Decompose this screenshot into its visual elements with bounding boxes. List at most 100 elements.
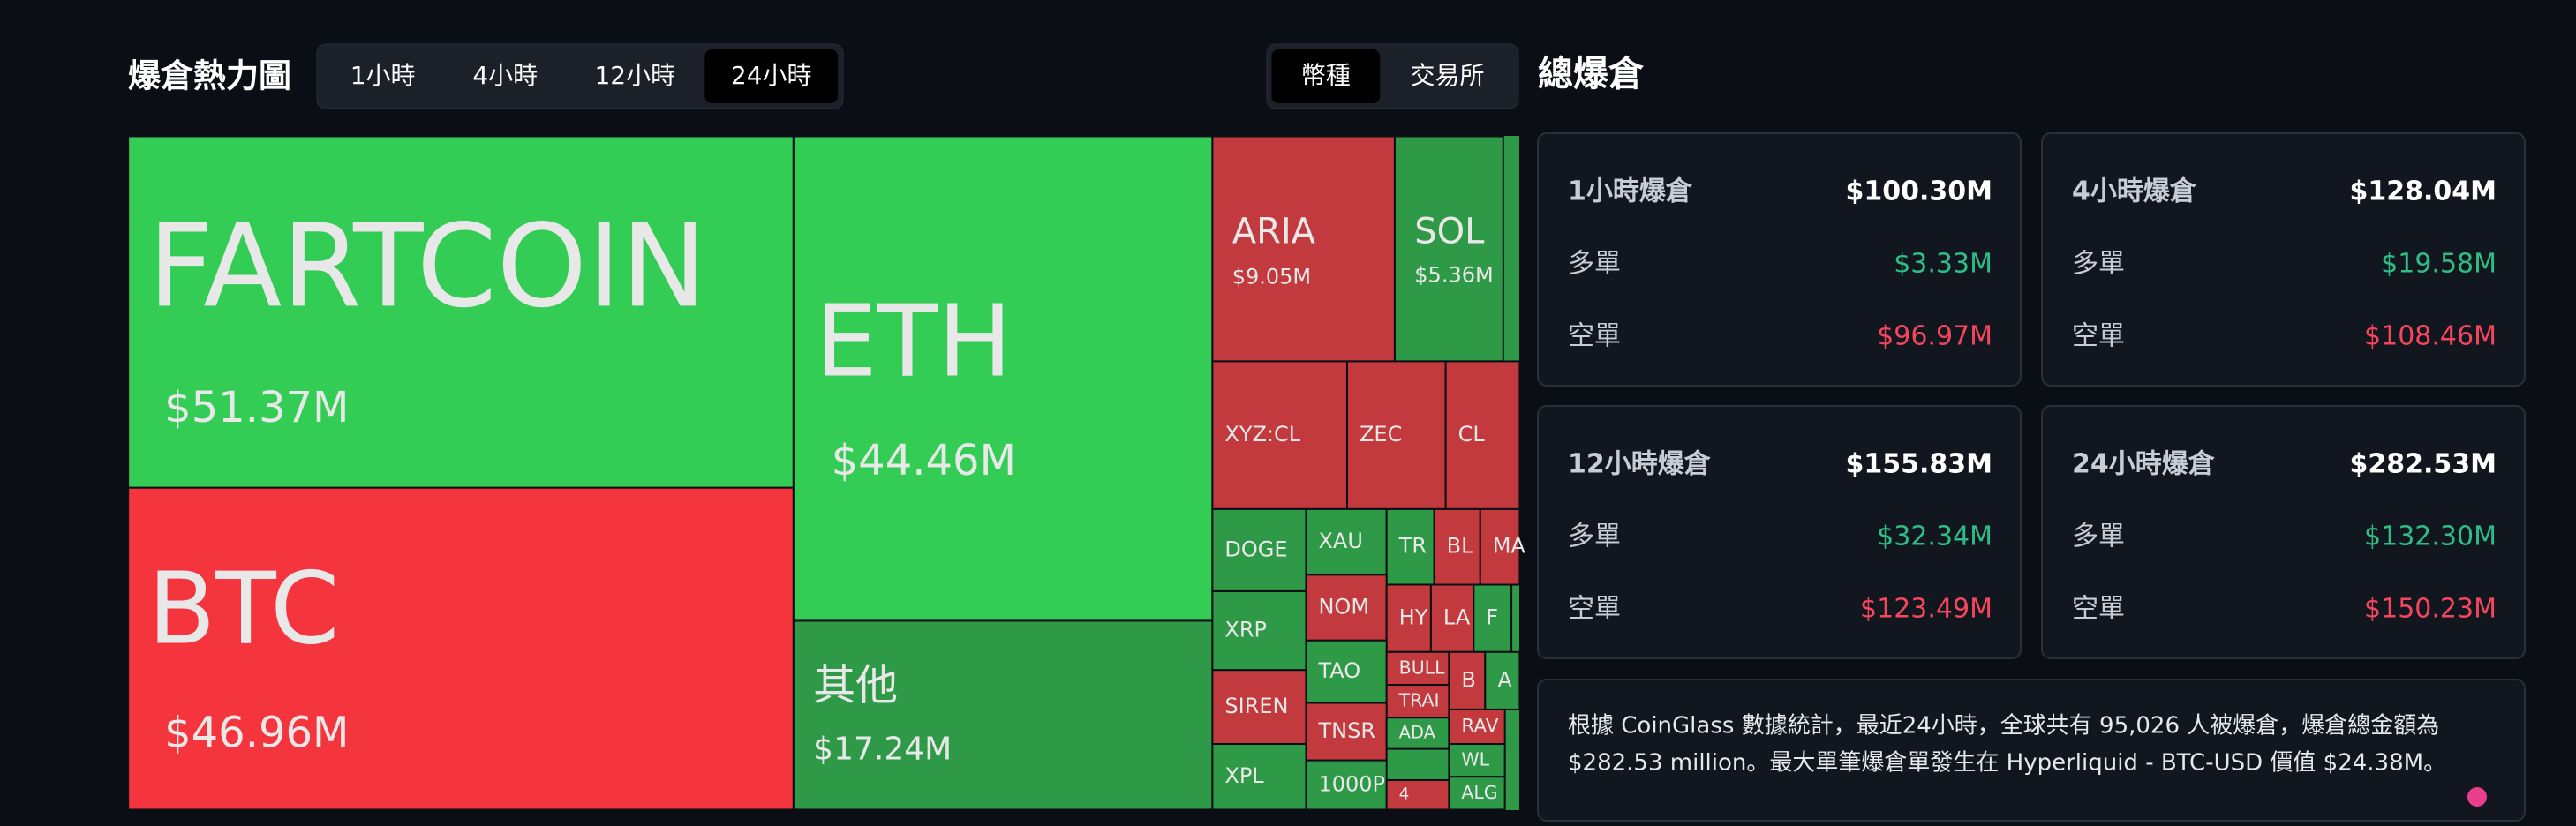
card-label: 24小時爆倉: [2072, 449, 2216, 480]
treemap-tile[interactable]: [1385, 583, 1432, 653]
tile-label: BL: [1447, 534, 1473, 559]
tile-label: FARTCOIN: [147, 199, 706, 333]
card-value: $155.83M: [1846, 449, 1993, 480]
summary-card: [1537, 132, 2022, 387]
summary-card: [1537, 405, 2022, 659]
treemap-tile[interactable]: [1385, 717, 1450, 750]
treemap-tile[interactable]: [1211, 135, 1396, 363]
tile-label: DOGE: [1224, 537, 1287, 561]
tile-label: A: [1497, 667, 1512, 692]
card-label: 多單: [1568, 522, 1621, 552]
tile-label: BTC: [147, 552, 339, 667]
tile-value: $46.96M: [164, 709, 349, 758]
tile-label: 1000P: [1318, 772, 1385, 797]
tile-label: CL: [1458, 422, 1486, 447]
tile-label: ETH: [815, 284, 1012, 399]
note-line: 根據 CoinGlass 數據統計，最近24小時，全球共有 95,026 人被爆…: [1568, 713, 2439, 740]
tile-label: 4: [1399, 785, 1410, 804]
card-label: 多單: [2072, 522, 2125, 552]
tab[interactable]: 4小時: [472, 61, 538, 90]
tile-label: 其他: [813, 661, 898, 710]
tile-label: XRP: [1224, 618, 1267, 642]
tile-value: $9.05M: [1232, 265, 1311, 289]
tile-label: TR: [1398, 534, 1427, 559]
card-value: $19.58M: [2381, 249, 2497, 280]
tile-value: $17.24M: [813, 731, 952, 767]
tile-value: $5.36M: [1414, 263, 1493, 288]
tile-label: WL: [1461, 749, 1489, 770]
tile-label: ZEC: [1360, 422, 1402, 447]
tile-label: F: [1486, 605, 1498, 630]
tile-label: BULL: [1399, 657, 1445, 678]
tile-label: ADA: [1399, 722, 1436, 742]
tile-label: LA: [1443, 605, 1471, 630]
treemap-tile[interactable]: [1385, 778, 1450, 811]
toggle[interactable]: 交易所: [1411, 61, 1485, 90]
tile-label: SOL: [1414, 211, 1485, 252]
treemap-tile[interactable]: [792, 620, 1214, 811]
tile-label: XPL: [1224, 763, 1264, 788]
card-label: 4小時爆倉: [2072, 176, 2197, 207]
tab[interactable]: 24小時: [731, 61, 812, 90]
tile-label: ARIA: [1232, 211, 1316, 252]
card-value: $3.33M: [1894, 249, 1992, 280]
treemap-tile[interactable]: [1448, 708, 1506, 746]
card-label: 空單: [2072, 594, 2125, 625]
tile-value: $44.46M: [832, 436, 1016, 485]
card-label: 空單: [1568, 321, 1621, 352]
note-card: [1537, 679, 2526, 822]
treemap-tile[interactable]: [1211, 507, 1307, 592]
treemap-tile[interactable]: [1444, 360, 1521, 510]
tile-label: MA: [1493, 534, 1526, 559]
card-label: 空單: [1568, 594, 1621, 625]
tile-label: B: [1461, 667, 1475, 692]
card-value: $132.30M: [2364, 522, 2497, 552]
treemap-tile[interactable]: [1305, 759, 1388, 811]
support-dot[interactable]: [2467, 787, 2487, 807]
toggle[interactable]: 幣種: [1301, 61, 1351, 90]
tile-label: SIREN: [1224, 694, 1288, 718]
card-value: $123.49M: [1860, 594, 1992, 625]
card-label: 1小時爆倉: [1568, 176, 1693, 207]
treemap-tile[interactable]: [1305, 507, 1388, 576]
treemap-tile[interactable]: [792, 135, 1214, 622]
summary-card: [2041, 405, 2526, 659]
card-value: $96.97M: [1877, 321, 1992, 352]
card-value: $150.23M: [2364, 594, 2497, 625]
card-label: 12小時爆倉: [1568, 449, 1712, 480]
card-value: $100.30M: [1846, 176, 1993, 207]
treemap-tile[interactable]: [127, 486, 795, 811]
treemap-tile[interactable]: [1345, 360, 1447, 510]
tile-label: TNSR: [1317, 718, 1375, 743]
treemap-tile[interactable]: [1448, 776, 1506, 811]
tile-label: HY: [1399, 605, 1428, 630]
tab[interactable]: 12小時: [594, 61, 675, 90]
tile-label: NOM: [1318, 595, 1369, 620]
heatmap-title: 爆倉熱力圖: [128, 57, 291, 95]
card-value: $282.53M: [2350, 449, 2497, 480]
tile-label: TAO: [1317, 658, 1360, 683]
card-value: $108.46M: [2364, 321, 2497, 352]
card-label: 多單: [1568, 249, 1621, 280]
card-value: $32.34M: [1877, 522, 1992, 552]
tile-label: ALG: [1461, 782, 1497, 803]
tile-value: $51.37M: [164, 383, 349, 432]
tile-label: XYZ:CL: [1224, 422, 1300, 447]
tile-label: TRAI: [1398, 690, 1440, 711]
tab[interactable]: 1小時: [350, 61, 416, 90]
summary-title: 總爆倉: [1538, 54, 1644, 94]
treemap-tile[interactable]: [127, 135, 795, 489]
tab-active-bg: [704, 49, 839, 103]
tile-label: XAU: [1318, 529, 1362, 553]
card-label: 空單: [2072, 321, 2125, 352]
treemap-tile[interactable]: [1429, 583, 1475, 653]
note-line: $282.53 million。最大單筆爆倉單發生在 Hyperliquid -…: [1568, 750, 2446, 777]
tile-label: RAV: [1461, 715, 1498, 737]
card-label: 多單: [2072, 249, 2125, 280]
summary-card: [2041, 132, 2526, 387]
treemap-tile[interactable]: [1484, 650, 1521, 710]
card-value: $128.04M: [2350, 176, 2497, 207]
toggle-active-bg: [1271, 49, 1381, 103]
treemap-tile[interactable]: [1385, 650, 1450, 687]
